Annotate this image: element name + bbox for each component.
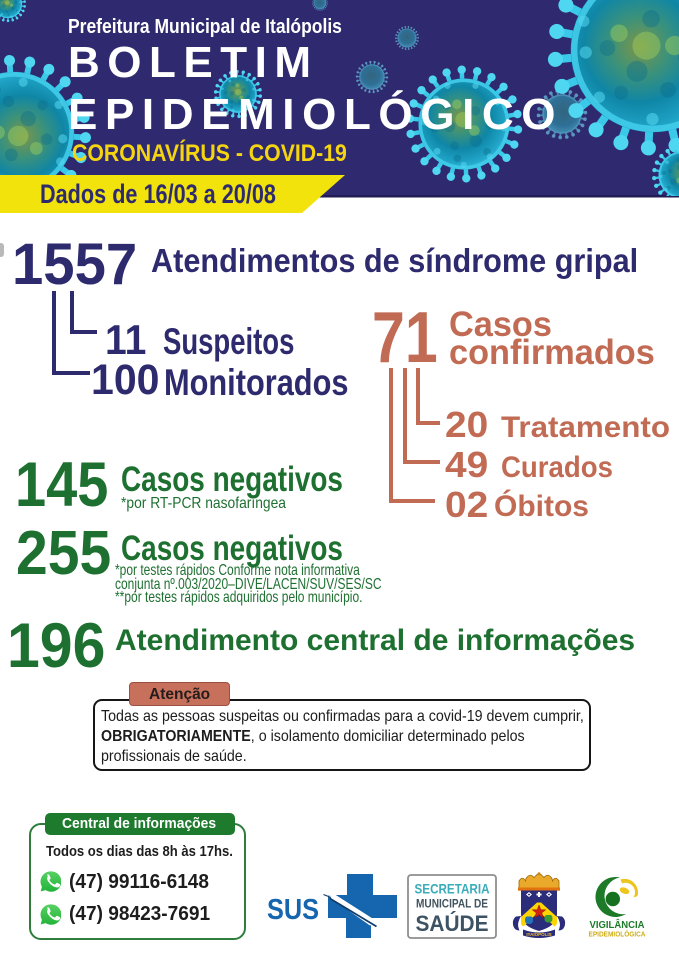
svg-text:ITAIÓPOLIS: ITAIÓPOLIS: [526, 930, 551, 937]
svg-text:SECRETARIA: SECRETARIA: [415, 881, 490, 897]
svg-text:MUNICIPAL DE: MUNICIPAL DE: [416, 897, 488, 911]
svg-text:VIGILÂNCIA: VIGILÂNCIA: [590, 918, 645, 931]
svg-text:EPIDEMIOLÓGICA: EPIDEMIOLÓGICA: [589, 930, 646, 939]
svg-text:SAÚDE: SAÚDE: [416, 911, 489, 936]
svg-text:SUS: SUS: [267, 894, 319, 926]
